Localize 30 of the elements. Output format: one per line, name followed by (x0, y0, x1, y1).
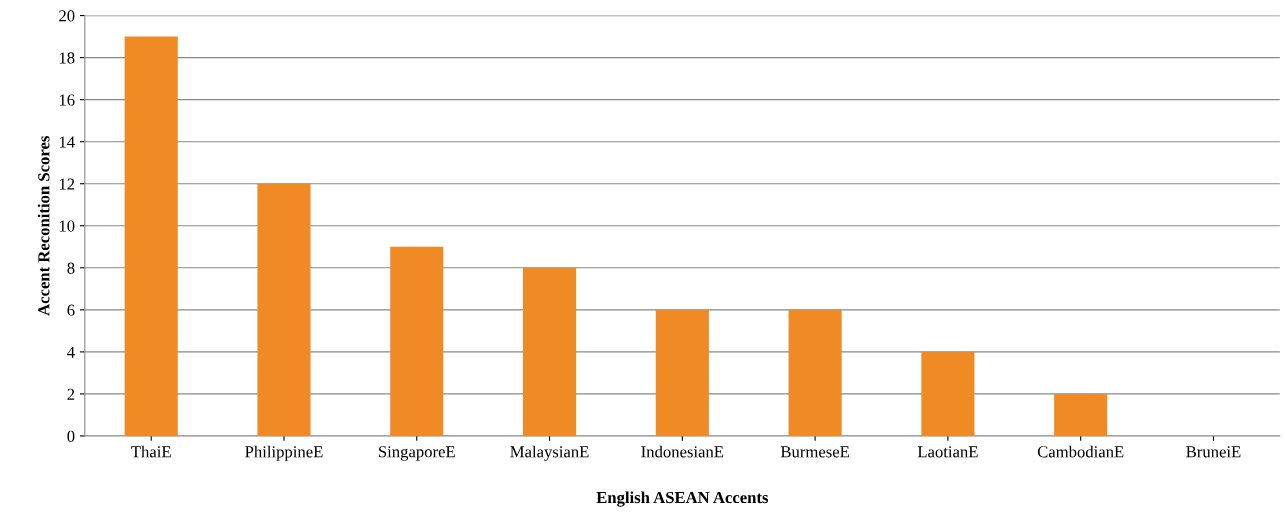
bar (522, 267, 577, 436)
y-tick-label: 2 (67, 388, 75, 400)
x-tick-label: SingaporeE (379, 446, 455, 461)
y-tick-label: 20 (59, 10, 75, 22)
x-tick-label: BruneiE (1186, 446, 1241, 458)
bar (124, 36, 178, 436)
y-tick-label: 6 (67, 304, 75, 316)
bar (655, 309, 709, 436)
y-axis-title: Accent Reconition Scores (37, 136, 50, 316)
y-tick-label: 0 (67, 430, 75, 442)
x-tick-label: MalaysianE (510, 445, 589, 461)
y-tick-label: 10 (59, 220, 75, 232)
y-tick-label: 8 (67, 262, 75, 274)
x-tick-label: LaotianE (917, 446, 978, 458)
bar (788, 309, 842, 436)
x-tick-label: ThaiE (131, 445, 171, 458)
x-tick-label: PhilippineE (245, 445, 323, 461)
x-axis-title: English ASEAN Accents (596, 491, 769, 507)
y-tick-label: 14 (59, 136, 75, 148)
bar (921, 351, 975, 436)
bar (1054, 393, 1108, 436)
x-tick-label: CambodianE (1037, 445, 1124, 458)
y-tick-label: 12 (59, 178, 75, 190)
bar (257, 183, 311, 436)
y-tick-label: 4 (67, 346, 75, 358)
y-tick-label: 18 (59, 52, 75, 64)
x-tick-label: IndonesianE (641, 445, 724, 458)
y-tick-label: 16 (59, 94, 75, 106)
bar (390, 246, 444, 436)
x-tick-label: BurmeseE (780, 446, 849, 458)
